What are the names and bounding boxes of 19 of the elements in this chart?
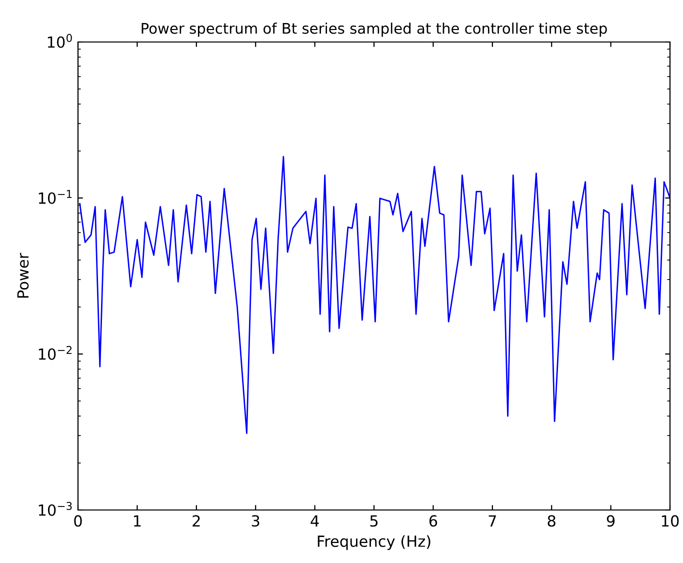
x-axis-title: Frequency (Hz)	[318, 535, 430, 550]
y-tick-label: 10$^{0}$	[48, 34, 72, 48]
x-tick-label: 8	[548, 515, 556, 527]
y-tick-label: 10$^{−1}$	[38, 190, 72, 204]
chart-title: Power spectrum of Bt series sampled at the controller time step	[142, 22, 607, 37]
x-tick-label: 7	[488, 515, 496, 526]
x-tick-label: 5	[370, 515, 378, 527]
y-tick-label: 10$^{−2}$	[38, 346, 72, 360]
x-tick-label: 10	[662, 515, 679, 527]
x-tick-label: 9	[606, 515, 615, 527]
x-tick-label: 3	[252, 515, 260, 527]
x-tick-label: 6	[429, 515, 438, 527]
line-series	[79, 156, 670, 434]
y-tick-label: 10$^{−3}$	[38, 502, 72, 516]
x-tick-label: 1	[134, 515, 141, 526]
x-tick-label: 4	[310, 515, 319, 526]
x-tick-label: 0	[74, 515, 82, 527]
x-tick-label: 2	[192, 515, 200, 526]
y-axis-title: Power	[17, 252, 29, 298]
